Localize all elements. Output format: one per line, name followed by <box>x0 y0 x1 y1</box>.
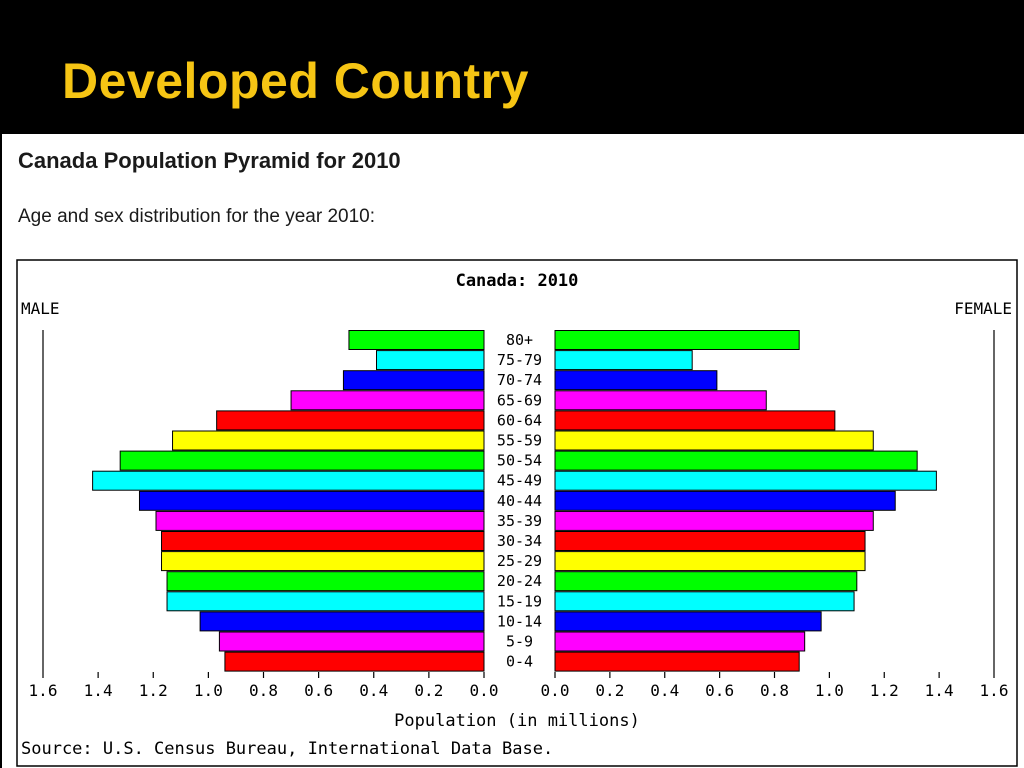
female-bar-70-74 <box>554 370 718 391</box>
female-bar-80+ <box>554 330 800 350</box>
male-tick-label-0.2: 0.2 <box>414 681 443 700</box>
age-label-45-49: 45-49 <box>497 472 542 490</box>
female-tick-label-1.4: 1.4 <box>925 681 954 700</box>
male-bar-35-39 <box>155 510 485 531</box>
age-label-0-4: 0-4 <box>506 653 533 671</box>
male-bar-10-14 <box>199 611 485 632</box>
age-label-60-64: 60-64 <box>497 411 542 429</box>
age-label-75-79: 75-79 <box>497 351 542 369</box>
female-tick-label-0.0: 0.0 <box>541 681 570 700</box>
male-tick-label-0.4: 0.4 <box>359 681 388 700</box>
male-tick-label-0.0: 0.0 <box>470 681 499 700</box>
female-bar-25-29 <box>554 551 866 572</box>
ticks-group: 1.6 1.6 1.4 1.4 1.2 1.2 1.0 1.0 0.8 0.8 0.6 0.6 0.4 0… <box>29 672 1009 700</box>
male-tick-label-1.6: 1.6 <box>29 681 58 700</box>
female-bar-45-49 <box>554 470 937 491</box>
age-label-30-34: 30-34 <box>497 532 542 550</box>
age-label-25-29: 25-29 <box>497 552 542 570</box>
male-bar-15-19 <box>166 591 485 612</box>
female-bar-65-69 <box>554 390 767 411</box>
male-tick-label-1.4: 1.4 <box>84 681 113 700</box>
female-bar-75-79 <box>554 350 693 371</box>
male-bar-30-34 <box>161 531 485 551</box>
age-label-20-24: 20-24 <box>497 572 542 590</box>
age-label-10-14: 10-14 <box>497 612 542 630</box>
age-label-65-69: 65-69 <box>497 391 542 409</box>
x-axis-label: Population (in millions) <box>394 711 640 731</box>
female-bar-50-54 <box>554 450 918 471</box>
male-bar-50-54 <box>119 450 485 471</box>
source-note: Source: U.S. Census Bureau, Internationa… <box>21 739 553 759</box>
male-bar-45-49 <box>92 470 485 491</box>
female-bar-0-4 <box>554 651 800 672</box>
age-label-40-44: 40-44 <box>497 492 542 510</box>
age-label-70-74: 70-74 <box>497 371 542 389</box>
age-labels-group: 80+ 75-79 70-74 65-69 60-64 55-59 50-54 45-49 40… <box>497 331 542 671</box>
female-bar-10-14 <box>554 611 822 632</box>
male-label: MALE <box>21 299 60 318</box>
female-tick-label-1.2: 1.2 <box>870 681 899 700</box>
content-panel: Canada Population Pyramid for 2010 Age a… <box>2 134 1024 768</box>
age-label-55-59: 55-59 <box>497 432 542 450</box>
male-bar-60-64 <box>216 410 485 431</box>
male-tick-label-1.2: 1.2 <box>139 681 168 700</box>
female-tick-label-0.4: 0.4 <box>650 681 679 700</box>
male-bar-70-74 <box>342 370 485 391</box>
page-subheading: Age and sex distribution for the year 20… <box>18 206 376 227</box>
female-bar-60-64 <box>554 410 836 431</box>
female-label: FEMALE <box>954 299 1012 318</box>
female-tick-label-0.8: 0.8 <box>760 681 789 700</box>
male-bar-80+ <box>348 330 485 350</box>
female-bar-40-44 <box>554 490 896 511</box>
male-bar-75-79 <box>376 350 485 371</box>
female-tick-label-0.2: 0.2 <box>595 681 624 700</box>
female-tick-label-1.0: 1.0 <box>815 681 844 700</box>
page-heading: Canada Population Pyramid for 2010 <box>18 148 401 173</box>
male-bar-5-9 <box>218 631 485 652</box>
age-label-80+: 80+ <box>506 331 533 349</box>
male-tick-label-0.6: 0.6 <box>304 681 333 700</box>
male-bar-65-69 <box>290 390 485 411</box>
female-bar-35-39 <box>554 510 874 531</box>
chart-title: Canada: 2010 <box>456 271 579 291</box>
age-label-5-9: 5-9 <box>506 633 533 651</box>
female-bar-5-9 <box>554 631 806 652</box>
female-bar-30-34 <box>554 531 866 551</box>
female-tick-label-1.6: 1.6 <box>980 681 1009 700</box>
male-bar-0-4 <box>224 651 485 672</box>
age-label-15-19: 15-19 <box>497 592 542 610</box>
age-label-35-39: 35-39 <box>497 512 542 530</box>
male-tick-label-1.0: 1.0 <box>194 681 223 700</box>
age-label-50-54: 50-54 <box>497 452 542 470</box>
female-bar-20-24 <box>554 571 858 592</box>
male-bar-55-59 <box>172 430 485 451</box>
slide-title: Developed Country <box>62 53 529 109</box>
male-bar-40-44 <box>138 490 485 511</box>
bars-group <box>92 330 937 672</box>
male-tick-label-0.8: 0.8 <box>249 681 278 700</box>
male-bar-25-29 <box>161 551 485 572</box>
female-bar-55-59 <box>554 430 874 451</box>
male-bar-20-24 <box>166 571 485 592</box>
population-pyramid-chart: Canada: 2010 MALE FEMALE 80+ 75-79 70-74 65… <box>16 259 1018 767</box>
female-bar-15-19 <box>554 591 855 612</box>
female-tick-label-0.6: 0.6 <box>705 681 734 700</box>
